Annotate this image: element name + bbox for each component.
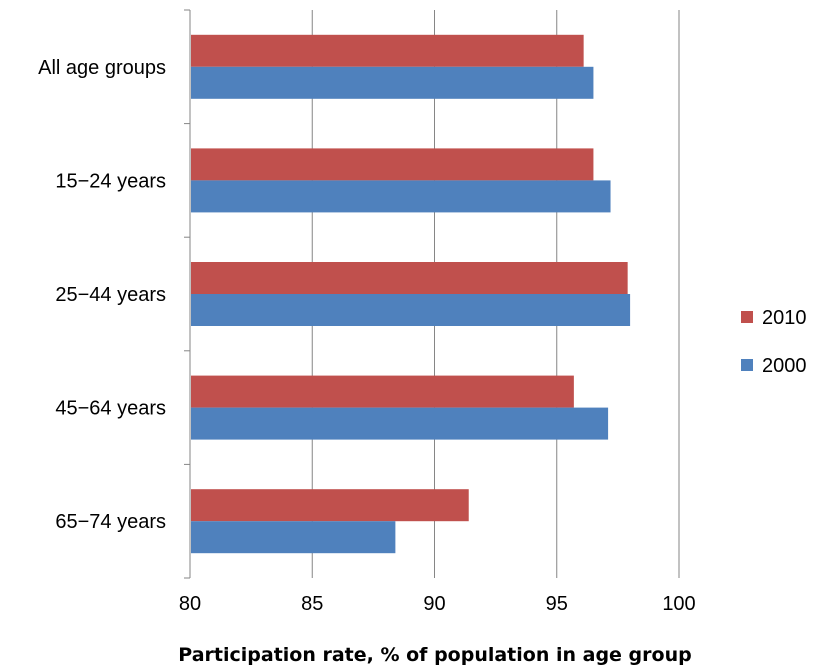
category-label: 25−44 years [55,284,166,306]
legend-swatch-2010 [741,311,753,323]
x-tick-labels: 80 85 90 95 100 [179,593,696,615]
x-tick-label: 90 [423,593,445,615]
bar-2000-2 [191,294,631,326]
bar-2010-1 [191,148,594,181]
y-axis-ticks [184,9,190,579]
bars [191,34,631,554]
bar-2010-2 [191,262,628,294]
category-label: All age groups [38,57,166,79]
bar-2010-0 [191,34,584,67]
x-tick-label: 85 [301,593,323,615]
category-label: 65−74 years [55,511,166,533]
legend: 2010 2000 [741,307,807,377]
category-label: 15−24 years [55,170,166,192]
bar-2000-3 [191,407,609,440]
x-axis-title: Participation rate, % of population in a… [178,644,691,666]
bar-2010-3 [191,375,574,408]
legend-label-2000: 2000 [762,355,807,377]
bar-2000-1 [191,180,611,213]
bar-2000-4 [191,521,396,554]
bar-2000-0 [191,66,594,99]
category-label: 45−64 years [55,398,166,420]
x-tick-label: 80 [179,593,201,615]
bar-2010-4 [191,489,469,522]
x-tick-label: 95 [546,593,568,615]
legend-swatch-2000 [741,359,753,371]
category-labels: All age groups 15−24 years 25−44 years 45−6… [38,57,166,533]
x-tick-label: 100 [662,593,695,615]
legend-label-2010: 2010 [762,307,807,329]
